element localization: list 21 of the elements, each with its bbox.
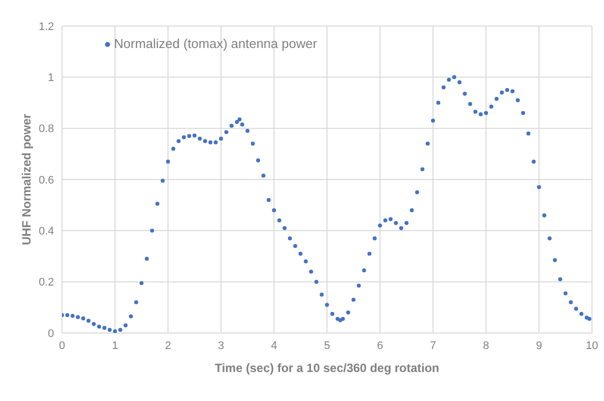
y-tick-label: 0.2: [38, 276, 54, 289]
y-tick-label: 1.2: [38, 20, 54, 33]
x-tick-label: 7: [430, 340, 436, 352]
x-tick-label: 4: [270, 340, 278, 352]
x-tick-label: 6: [376, 340, 384, 352]
x-tick-label: 0: [58, 340, 66, 352]
x-tick-label: 3: [218, 340, 224, 352]
x-tick-label: 10: [586, 340, 598, 352]
legend-label: Normalized (tomax) antenna power: [114, 36, 318, 51]
x-axis-title: Time (sec) for a 10 sec/360 deg rotation: [214, 361, 440, 375]
y-tick-label: 1: [48, 72, 54, 84]
x-tick-label: 9: [536, 340, 542, 352]
y-tick-label: 0.6: [38, 174, 54, 186]
y-axis-title: UHF Normalized power: [19, 114, 34, 246]
y-tick-label: 0.8: [38, 123, 54, 136]
x-tick-label: 8: [482, 340, 490, 352]
x-tick-label: 1: [112, 340, 118, 352]
x-tick-label: 5: [324, 340, 330, 352]
y-tick-label: 0: [48, 328, 54, 340]
x-tick-label: 2: [164, 340, 172, 352]
y-tick-label: 0.4: [38, 226, 54, 238]
